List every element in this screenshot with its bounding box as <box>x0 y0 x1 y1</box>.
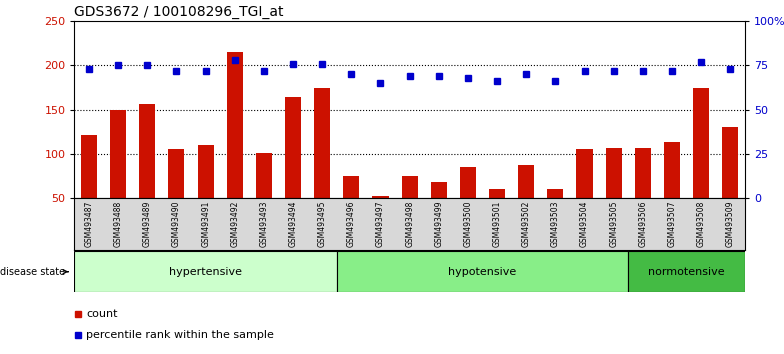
Text: GSM493504: GSM493504 <box>580 201 589 247</box>
Bar <box>693 88 709 242</box>
Bar <box>111 110 126 242</box>
Text: GSM493489: GSM493489 <box>143 201 152 247</box>
Text: GSM493503: GSM493503 <box>551 201 560 247</box>
Text: count: count <box>86 309 118 319</box>
Text: GSM493501: GSM493501 <box>492 201 502 247</box>
Bar <box>198 145 214 242</box>
Bar <box>722 127 739 242</box>
Bar <box>489 188 505 242</box>
Bar <box>605 148 622 242</box>
Bar <box>74 251 337 292</box>
Bar <box>401 176 418 242</box>
Text: GSM493500: GSM493500 <box>463 201 473 247</box>
Text: GSM493509: GSM493509 <box>726 201 735 247</box>
Bar <box>285 97 301 242</box>
Text: GSM493487: GSM493487 <box>85 201 93 247</box>
Bar <box>343 176 359 242</box>
Text: GSM493505: GSM493505 <box>609 201 618 247</box>
Bar <box>256 153 272 242</box>
Text: GSM493497: GSM493497 <box>376 201 385 247</box>
Bar <box>337 251 628 292</box>
Text: GSM493493: GSM493493 <box>260 201 268 247</box>
Text: hypotensive: hypotensive <box>448 267 517 277</box>
Text: GSM493508: GSM493508 <box>696 201 706 247</box>
Text: disease state: disease state <box>0 267 68 277</box>
Text: hypertensive: hypertensive <box>169 267 242 277</box>
Text: GDS3672 / 100108296_TGI_at: GDS3672 / 100108296_TGI_at <box>74 5 284 19</box>
Bar <box>227 52 243 242</box>
Bar <box>664 142 680 242</box>
Text: normotensive: normotensive <box>648 267 725 277</box>
Text: GSM493488: GSM493488 <box>114 201 123 247</box>
Bar <box>140 104 155 242</box>
Bar <box>460 167 476 242</box>
Text: GSM493492: GSM493492 <box>230 201 239 247</box>
Text: GSM493506: GSM493506 <box>638 201 648 247</box>
Bar <box>314 88 330 242</box>
Bar <box>628 251 745 292</box>
Text: GSM493507: GSM493507 <box>667 201 677 247</box>
Text: GSM493494: GSM493494 <box>289 201 298 247</box>
Bar <box>430 182 447 242</box>
Bar <box>635 148 651 242</box>
Text: GSM493499: GSM493499 <box>434 201 443 247</box>
Bar <box>81 135 97 242</box>
Text: GSM493496: GSM493496 <box>347 201 356 247</box>
Bar <box>547 188 564 242</box>
Text: percentile rank within the sample: percentile rank within the sample <box>86 330 274 341</box>
Bar <box>169 149 184 242</box>
Text: GSM493491: GSM493491 <box>201 201 210 247</box>
Text: GSM493502: GSM493502 <box>521 201 531 247</box>
Text: GSM493495: GSM493495 <box>318 201 327 247</box>
Bar <box>576 149 593 242</box>
Bar <box>372 195 389 242</box>
Text: GSM493498: GSM493498 <box>405 201 414 247</box>
Bar <box>518 165 534 242</box>
Text: GSM493490: GSM493490 <box>172 201 181 247</box>
